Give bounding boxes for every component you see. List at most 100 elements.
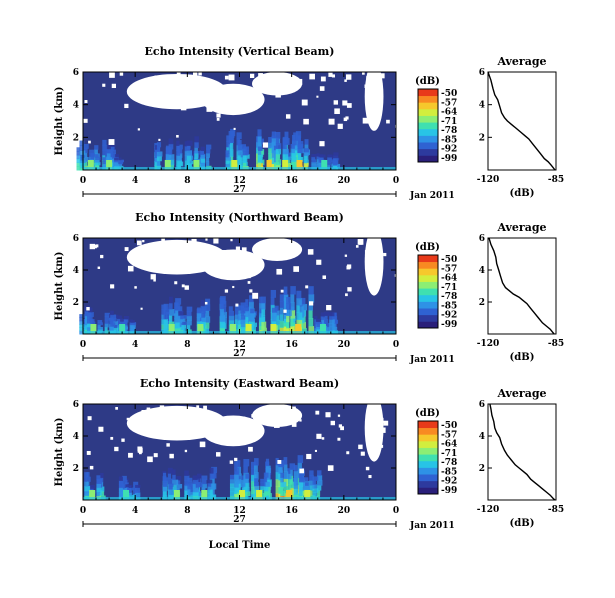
echo-core xyxy=(106,160,113,170)
echo-cell xyxy=(316,321,322,325)
echo-cell xyxy=(156,142,162,148)
noise-speck xyxy=(370,430,375,435)
colorbar-swatch xyxy=(418,427,438,435)
noise-speck xyxy=(368,475,372,479)
echo-cell xyxy=(168,154,175,160)
echo-cell xyxy=(207,482,212,487)
echo-cell xyxy=(296,297,302,306)
echo-cell xyxy=(228,310,234,317)
echo-core xyxy=(229,324,236,334)
colorbar-swatch xyxy=(418,155,438,163)
noise-speck xyxy=(365,93,372,99)
echo-cell xyxy=(211,488,215,495)
echo-cell xyxy=(84,481,89,487)
echo-cell xyxy=(275,457,279,466)
avg-x-tick-label: -120 xyxy=(477,175,500,185)
echo-cell xyxy=(175,310,179,317)
colorbar-tick-label: -57 xyxy=(441,98,457,108)
echo-cell xyxy=(283,471,289,480)
echo-cell xyxy=(271,316,277,322)
noise-speck xyxy=(386,119,390,124)
echo-cell xyxy=(319,157,323,161)
echo-cell xyxy=(283,464,288,472)
avg-x-tick-label: -85 xyxy=(548,339,564,349)
echo-cell xyxy=(245,299,249,306)
echo-core xyxy=(282,160,289,170)
noise-speck xyxy=(344,254,348,257)
echo-cell xyxy=(200,146,205,152)
noise-speck xyxy=(369,421,375,426)
noise-speck xyxy=(228,74,235,81)
echo-cell xyxy=(95,154,99,158)
echo-cell xyxy=(165,149,171,155)
echo-cell xyxy=(324,311,330,316)
echo-cell xyxy=(207,479,213,484)
x-tick-label: 20 xyxy=(338,506,351,516)
echo-cell xyxy=(166,320,172,326)
echo-cell xyxy=(110,314,117,319)
echo-cell xyxy=(332,312,337,317)
echo-cell xyxy=(96,479,103,485)
echo-cell xyxy=(175,298,182,305)
echo-cell xyxy=(229,483,235,488)
echo-cell xyxy=(235,319,240,325)
colorbar-swatch xyxy=(418,115,438,123)
date-label: Jan 2011 xyxy=(409,191,455,201)
echo-cell xyxy=(237,139,242,146)
noise-speck xyxy=(338,424,343,428)
echo-cell xyxy=(303,162,309,167)
echo-cell xyxy=(242,151,248,156)
colorbar-swatch xyxy=(418,102,438,110)
echo-cell xyxy=(225,163,231,168)
echo-cell xyxy=(209,467,214,474)
heatmap xyxy=(83,394,396,501)
echo-cell xyxy=(308,326,315,335)
noise-speck xyxy=(158,138,161,141)
echo-cell xyxy=(162,486,168,492)
echo-cell xyxy=(237,159,241,166)
colorbar-tick-label: -85 xyxy=(441,467,457,477)
x-tick-label: 0 xyxy=(393,340,399,350)
noise-speck xyxy=(258,428,262,432)
echo-cell xyxy=(97,324,101,328)
x-tick-label: 0 xyxy=(80,506,86,516)
echo-cell xyxy=(275,492,280,501)
echo-cell xyxy=(283,485,288,494)
heatmap xyxy=(79,228,398,335)
colorbar-swatch xyxy=(418,261,438,269)
echo-cell xyxy=(168,491,174,496)
echo-cell xyxy=(102,139,107,146)
y-tick-label: 6 xyxy=(73,400,79,410)
echo-cell xyxy=(332,162,337,166)
echo-cell xyxy=(316,326,320,330)
colorbar-swatch xyxy=(418,274,438,282)
noise-speck xyxy=(235,303,239,307)
echo-cell xyxy=(293,465,298,472)
echo-cell xyxy=(243,465,248,474)
echo-cell xyxy=(260,482,266,487)
noise-speck xyxy=(137,97,141,101)
echo-cell xyxy=(206,144,212,150)
echo-cell xyxy=(329,326,333,331)
noise-speck xyxy=(362,117,369,124)
echo-cell xyxy=(265,465,271,474)
colorbar-swatch xyxy=(418,487,438,495)
echo-core xyxy=(193,160,200,170)
echo-cell xyxy=(230,142,234,150)
echo-cell xyxy=(286,297,291,304)
echo-cell xyxy=(286,478,293,485)
echo-cell xyxy=(112,321,118,325)
echo-cell xyxy=(332,323,336,328)
echo-cell xyxy=(311,164,317,168)
echo-cell xyxy=(168,143,174,150)
echo-cell xyxy=(176,150,181,156)
noise-speck xyxy=(161,238,165,243)
noise-mask xyxy=(364,62,384,131)
echo-cell xyxy=(86,312,92,317)
echo-cell xyxy=(156,151,163,157)
noise-speck xyxy=(343,117,348,122)
echo-cell xyxy=(271,307,278,313)
echo-cell xyxy=(286,484,291,490)
echo-core xyxy=(256,490,263,500)
echo-cell xyxy=(257,129,262,137)
